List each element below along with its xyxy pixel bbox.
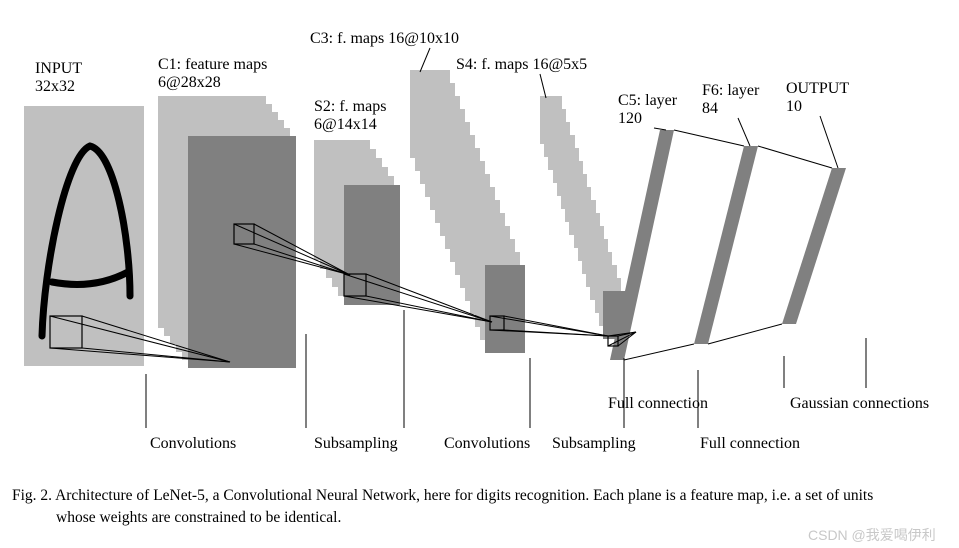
op-fc1: Full connection bbox=[608, 395, 708, 413]
fc-edge bbox=[624, 344, 694, 360]
label-out: OUTPUT 10 bbox=[786, 80, 849, 117]
lenet-diagram: INPUT 32x32 C1: feature maps 6@28x28 S2: f… bbox=[0, 0, 959, 548]
figure-caption: Fig. 2. Architecture of LeNet-5, a Convo… bbox=[12, 485, 873, 507]
s4-plane bbox=[603, 291, 625, 339]
op-sub2: Subsampling bbox=[552, 435, 636, 453]
label-c3: C3: f. maps 16@10x10 bbox=[310, 30, 459, 48]
fc-edge bbox=[674, 130, 744, 146]
s2-plane bbox=[344, 185, 400, 305]
figure-caption-line2: whose weights are constrained to be iden… bbox=[56, 507, 341, 529]
label-s4: S4: f. maps 16@5x5 bbox=[456, 56, 587, 74]
label-f6: F6: layer 84 bbox=[702, 82, 759, 119]
fc-edge bbox=[708, 324, 782, 344]
fc-edge bbox=[758, 146, 832, 168]
c1-plane bbox=[188, 136, 296, 368]
watermark: CSDN @我爱喝伊利 bbox=[808, 525, 936, 545]
leader bbox=[738, 118, 750, 146]
label-input: INPUT 32x32 bbox=[35, 60, 82, 97]
f6-bar bbox=[694, 146, 758, 344]
leader bbox=[420, 48, 430, 72]
label-c1: C1: feature maps 6@28x28 bbox=[158, 56, 267, 93]
op-sub1: Subsampling bbox=[314, 435, 398, 453]
label-s2: S2: f. maps 6@14x14 bbox=[314, 98, 386, 135]
op-gauss: Gaussian connections bbox=[790, 395, 929, 413]
input-plane bbox=[24, 106, 144, 366]
out-bar bbox=[782, 168, 846, 324]
op-conv2: Convolutions bbox=[444, 435, 530, 453]
leader bbox=[820, 116, 838, 168]
op-conv1: Convolutions bbox=[150, 435, 236, 453]
c3-plane bbox=[485, 265, 525, 353]
label-c5: C5: layer 120 bbox=[618, 92, 677, 129]
leader bbox=[540, 74, 546, 98]
op-fc2: Full connection bbox=[700, 435, 800, 453]
